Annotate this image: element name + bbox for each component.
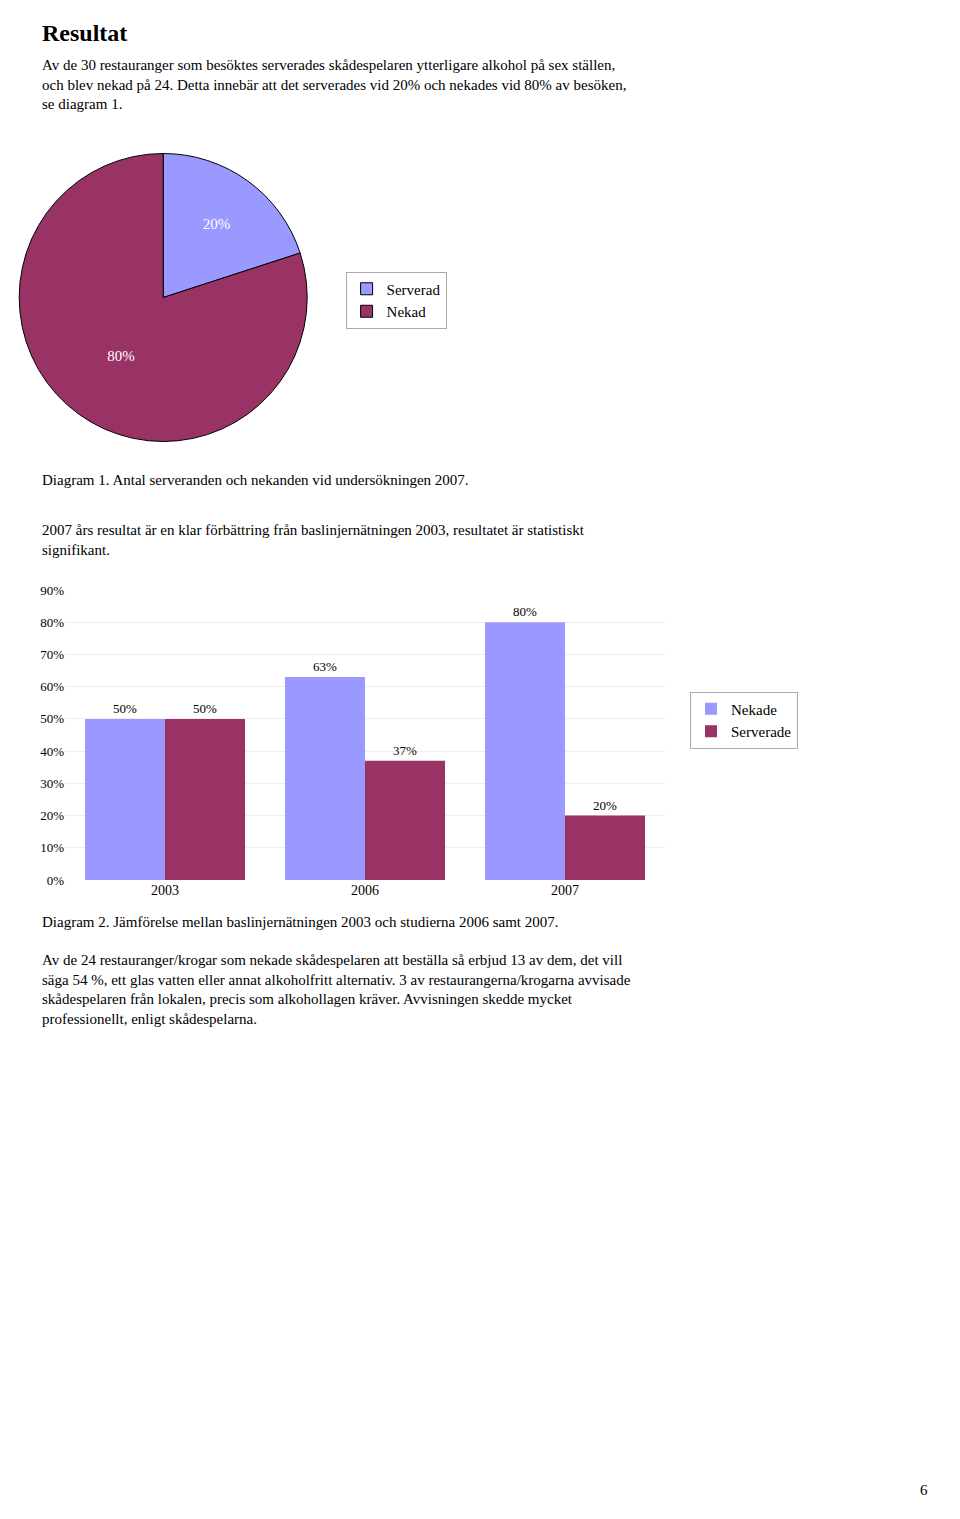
svg-text:40%: 40% <box>40 744 64 759</box>
svg-text:Diagram 1. Antal serveranden o: Diagram 1. Antal serveranden och nekande… <box>42 472 469 488</box>
svg-text:20%: 20% <box>593 798 617 813</box>
svg-text:80%: 80% <box>513 604 537 619</box>
svg-text:2006: 2006 <box>351 883 379 898</box>
svg-text:50%: 50% <box>113 701 137 716</box>
svg-text:63%: 63% <box>313 659 337 674</box>
svg-text:70%: 70% <box>40 647 64 662</box>
svg-text:60%: 60% <box>40 679 64 694</box>
svg-text:0%: 0% <box>47 873 65 888</box>
svg-text:Resultat: Resultat <box>42 20 127 46</box>
svg-text:Nekade: Nekade <box>731 702 777 718</box>
svg-text:30%: 30% <box>40 776 64 791</box>
svg-text:2003: 2003 <box>151 883 179 898</box>
svg-text:Serverade: Serverade <box>731 724 791 740</box>
svg-text:50%: 50% <box>40 711 64 726</box>
svg-text:2007 års resultat är en klar f: 2007 års resultat är en klar förbättring… <box>42 522 585 558</box>
svg-text:Av de 30 restauranger som besö: Av de 30 restauranger som besöktes serve… <box>42 57 626 112</box>
svg-text:Nekad: Nekad <box>387 304 427 320</box>
svg-text:Diagram 2. Jämförelse mellan b: Diagram 2. Jämförelse mellan baslinjernä… <box>42 914 559 930</box>
svg-text:50%: 50% <box>193 701 217 716</box>
svg-text:6: 6 <box>920 1482 928 1498</box>
svg-text:20%: 20% <box>203 216 231 232</box>
svg-text:80%: 80% <box>107 348 134 364</box>
svg-text:Serverad: Serverad <box>387 282 441 298</box>
svg-text:Av de 24 restauranger/krogar s: Av de 24 restauranger/krogar som nekade … <box>42 952 631 1027</box>
svg-text:2007: 2007 <box>551 883 579 898</box>
svg-text:20%: 20% <box>40 808 64 823</box>
svg-text:90%: 90% <box>40 583 64 598</box>
svg-text:10%: 10% <box>40 840 64 855</box>
svg-text:37%: 37% <box>393 743 417 758</box>
svg-text:80%: 80% <box>40 615 64 630</box>
